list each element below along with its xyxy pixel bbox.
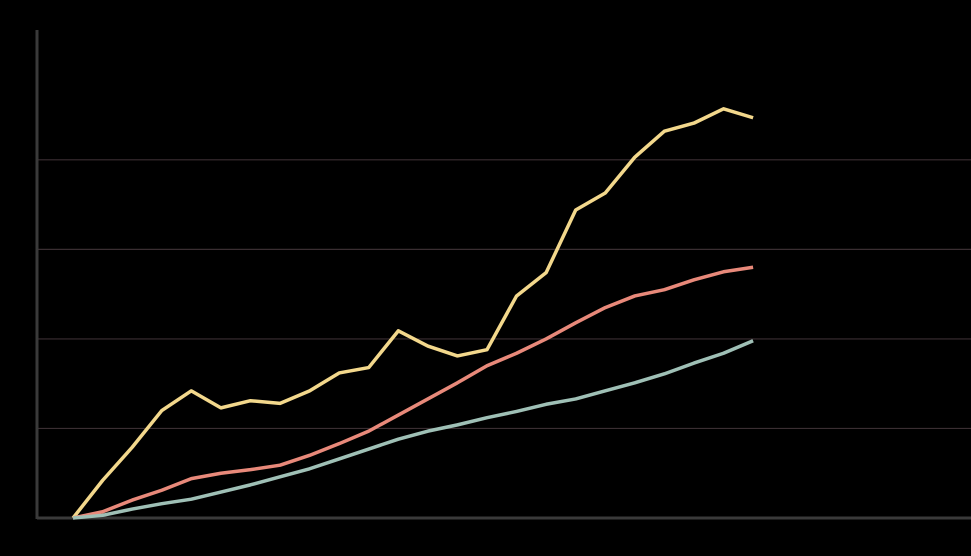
line <box>72 265 754 520</box>
line <box>71 107 754 520</box>
line <box>72 339 754 520</box>
